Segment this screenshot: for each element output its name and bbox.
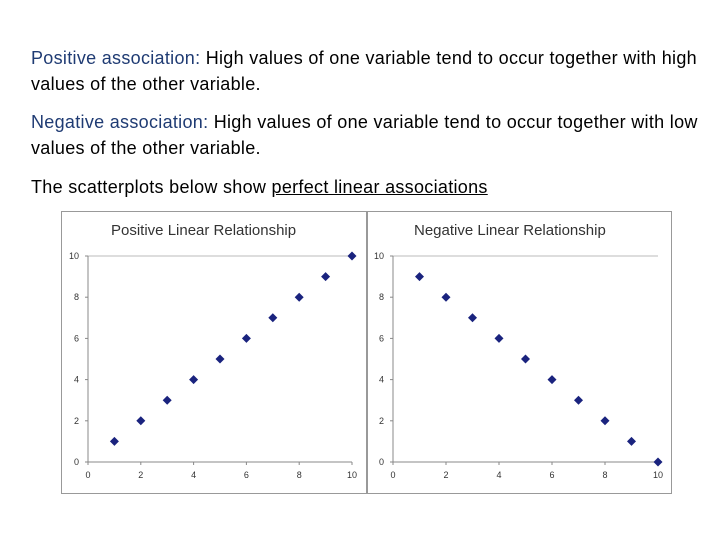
- positive-chart-title: Positive Linear Relationship: [111, 222, 296, 239]
- negative-x-tick-label: 6: [549, 470, 554, 480]
- negative-data-point: [441, 292, 451, 302]
- positive-x-tick-label: 2: [138, 470, 143, 480]
- positive-y-tick-label: 10: [69, 251, 79, 261]
- positive-x-tick-label: 8: [297, 470, 302, 480]
- positive-data-point: [136, 416, 146, 426]
- positive-y-tick-label: 8: [74, 292, 79, 302]
- negative-data-point: [600, 416, 610, 426]
- positive-data-point: [109, 436, 119, 446]
- negative-data-point: [521, 354, 530, 364]
- positive-x-tick-label: 0: [85, 470, 90, 480]
- negative-panel-frame: [367, 211, 672, 494]
- scatterplot-intro-text: The scatterplots below show: [31, 177, 272, 197]
- negative-data-point: [494, 333, 504, 343]
- negative-data-point: [653, 457, 663, 467]
- positive-association-paragraph: Positive association: High values of one…: [31, 45, 701, 97]
- positive-data-point: [321, 272, 331, 282]
- negative-y-tick-label: 10: [374, 251, 384, 261]
- negative-data-point: [547, 375, 557, 385]
- negative-association-term: Negative association:: [31, 112, 209, 132]
- scatterplot-intro-paragraph: The scatterplots below show perfect line…: [31, 174, 701, 200]
- positive-data-point: [162, 395, 172, 405]
- negative-x-tick-label: 4: [496, 470, 501, 480]
- positive-y-tick-label: 0: [74, 457, 79, 467]
- positive-y-tick-label: 2: [74, 416, 79, 426]
- negative-x-tick-label: 0: [390, 470, 395, 480]
- positive-data-point: [268, 313, 278, 323]
- positive-data-point: [294, 292, 304, 302]
- positive-association-term: Positive association:: [31, 48, 201, 68]
- negative-data-point: [627, 436, 636, 446]
- scatterplots-svg: Positive Linear Relationship Negative Li…: [61, 211, 672, 494]
- negative-y-tick-label: 2: [379, 416, 384, 426]
- positive-y-tick-label: 4: [74, 375, 79, 385]
- positive-x-tick-label: 10: [347, 470, 357, 480]
- positive-panel-frame: [61, 211, 367, 494]
- positive-x-tick-label: 6: [244, 470, 249, 480]
- negative-data-point: [415, 272, 424, 282]
- positive-data-point: [189, 375, 199, 385]
- positive-association-text: High values of one variable tend to occu…: [31, 48, 697, 94]
- negative-data-point: [468, 313, 477, 323]
- negative-y-tick-label: 0: [379, 457, 384, 467]
- negative-y-tick-label: 8: [379, 292, 384, 302]
- negative-y-tick-label: 6: [379, 333, 384, 343]
- positive-x-tick-label: 4: [191, 470, 196, 480]
- negative-association-text: High values of one variable tend to occu…: [31, 112, 698, 158]
- negative-chart-title: Negative Linear Relationship: [414, 222, 606, 239]
- negative-x-tick-label: 8: [602, 470, 607, 480]
- negative-x-tick-label: 2: [443, 470, 448, 480]
- negative-x-tick-label: 10: [653, 470, 663, 480]
- negative-y-tick-label: 4: [379, 375, 384, 385]
- scatterplots-figure: Positive Linear Relationship Negative Li…: [61, 211, 672, 494]
- positive-data-point: [215, 354, 225, 364]
- negative-data-point: [574, 395, 583, 405]
- positive-y-tick-label: 6: [74, 333, 79, 343]
- positive-data-point: [241, 333, 251, 343]
- positive-data-point: [347, 251, 357, 261]
- perfect-linear-associations-link[interactable]: perfect linear associations: [271, 177, 488, 197]
- negative-association-paragraph: Negative association: High values of one…: [31, 109, 701, 161]
